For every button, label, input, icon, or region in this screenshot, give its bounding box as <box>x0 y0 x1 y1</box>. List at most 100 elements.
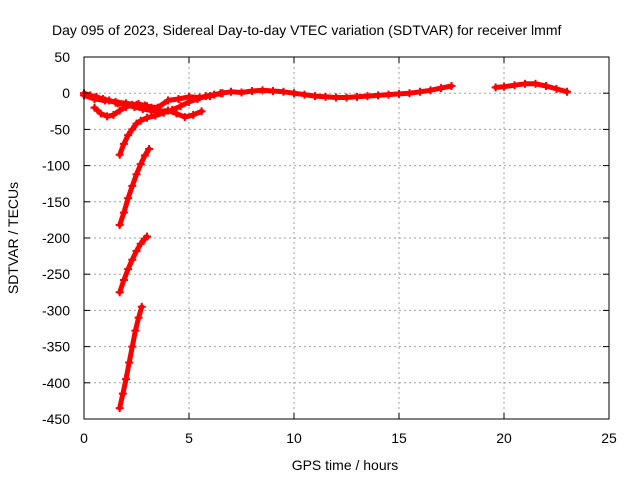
data-point <box>563 87 571 96</box>
data-point <box>131 326 140 335</box>
data-point <box>151 111 160 120</box>
data-point <box>353 92 361 101</box>
data-point <box>258 86 267 95</box>
data-point <box>521 79 529 88</box>
series-arc-from--85 <box>115 89 227 159</box>
data-point <box>122 100 130 109</box>
x-tick-label: 15 <box>391 430 407 446</box>
data-point <box>115 220 124 229</box>
y-axis-label: SDTVAR / TECUs <box>5 182 21 294</box>
data-point <box>185 97 193 106</box>
data-point <box>119 208 128 217</box>
data-point <box>201 92 210 101</box>
data-point <box>119 139 128 148</box>
data-point <box>122 375 130 384</box>
y-tick-label: -250 <box>42 266 70 282</box>
x-tick-label: 25 <box>601 430 617 446</box>
data-point <box>210 90 219 99</box>
data-point <box>172 109 181 118</box>
data-point <box>115 404 124 413</box>
data-point <box>115 106 124 115</box>
y-tick-label: -350 <box>42 339 70 355</box>
y-axis-ticks: 50 0 -50 -100 -150 -200 -250 -300 -350 -400 -450 <box>42 49 609 427</box>
data-point <box>193 94 202 103</box>
data-point <box>159 108 168 117</box>
data-point <box>128 342 137 351</box>
data-point <box>145 144 154 153</box>
data-point <box>491 83 500 92</box>
data-point <box>136 239 145 248</box>
data-point <box>137 302 146 311</box>
data-point <box>500 82 508 91</box>
data-point <box>374 91 382 100</box>
y-tick-label: 50 <box>54 49 70 65</box>
data-point <box>180 113 189 122</box>
data-point <box>103 112 112 121</box>
data-point <box>125 358 134 367</box>
data-point <box>92 92 101 101</box>
data-point <box>124 194 133 203</box>
data-point <box>113 99 122 108</box>
data-point <box>132 170 141 179</box>
data-point <box>189 110 198 119</box>
x-axis-label: GPS time / hours <box>292 457 399 473</box>
series-early-arc-3 <box>113 99 206 122</box>
data-point <box>132 119 141 128</box>
data-point <box>140 151 149 160</box>
data-point <box>416 87 424 96</box>
y-tick-label: -450 <box>42 411 70 427</box>
x-tick-label: 0 <box>80 430 88 446</box>
series-arc-from--182 <box>115 144 154 229</box>
series-arc-from--275 <box>115 232 151 297</box>
x-tick-label: 10 <box>286 430 302 446</box>
data-point <box>90 103 99 112</box>
chart-title: Day 095 of 2023, Sidereal Day-to-day VTE… <box>52 22 561 38</box>
data-point <box>109 110 118 119</box>
y-tick-label: -300 <box>42 302 70 318</box>
data-point <box>197 107 206 116</box>
data-point <box>128 255 137 264</box>
data-point <box>115 150 124 159</box>
data-point <box>136 116 145 125</box>
data-point <box>98 94 107 103</box>
data-point <box>132 247 141 256</box>
x-axis-ticks: 0 5 10 15 20 25 <box>80 57 617 446</box>
data-point <box>384 90 393 99</box>
y-tick-label: -200 <box>42 230 70 246</box>
data-point <box>176 102 185 111</box>
data-point <box>395 89 403 98</box>
series-line <box>117 90 226 158</box>
data-point <box>130 102 139 111</box>
data-point <box>363 92 372 101</box>
data-point <box>124 131 133 140</box>
data-point <box>118 389 127 398</box>
data-point <box>332 93 340 102</box>
data-point <box>218 89 227 98</box>
data-point <box>542 81 550 90</box>
data-point <box>96 109 105 118</box>
data-point <box>86 91 95 100</box>
x-tick-label: 20 <box>496 430 512 446</box>
data-point <box>128 181 137 190</box>
data-point <box>321 92 330 101</box>
data-point <box>134 313 143 322</box>
data-point <box>168 105 177 114</box>
series-arc-from--435 <box>115 302 146 413</box>
data-point <box>437 84 445 93</box>
series-late-arc <box>491 79 571 96</box>
data-point <box>164 96 172 105</box>
series-layer <box>80 79 571 413</box>
data-point <box>136 160 145 169</box>
y-tick-label: 0 <box>62 85 70 101</box>
x-tick-label: 5 <box>185 430 193 446</box>
data-point <box>279 87 288 96</box>
data-point <box>290 89 298 98</box>
data-point <box>426 86 435 95</box>
y-tick-label: -100 <box>42 158 70 174</box>
grid <box>84 57 609 419</box>
data-point <box>143 113 151 122</box>
y-tick-label: -400 <box>42 375 70 391</box>
data-point <box>143 232 151 241</box>
data-point <box>552 84 561 93</box>
